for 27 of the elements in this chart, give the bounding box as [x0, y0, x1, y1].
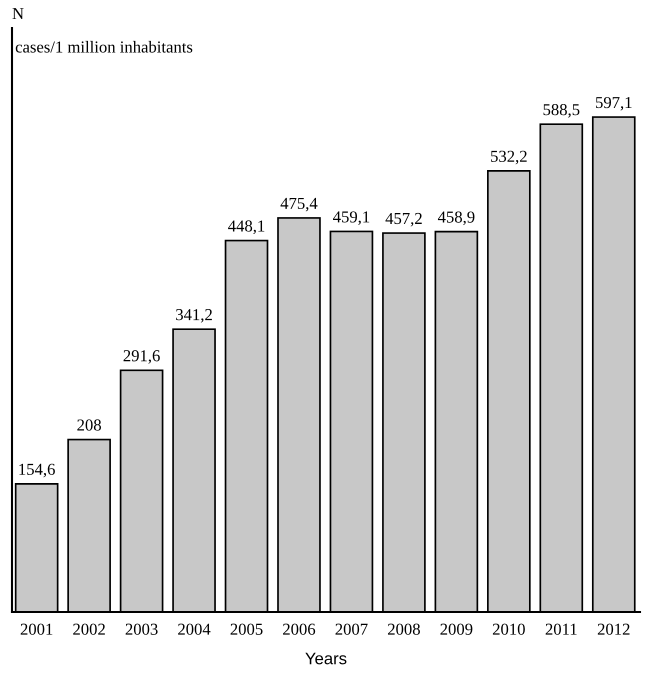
x-tick-label: 2004: [178, 624, 210, 635]
data-label: 532,2: [491, 150, 527, 164]
data-label: 457,2: [385, 212, 422, 226]
text: N: [12, 8, 24, 20]
x-tick-label: 2008: [388, 624, 420, 635]
x-axis-title: Years: [305, 652, 346, 664]
data-label: 597,1: [596, 96, 632, 111]
data-label: 475,4: [280, 198, 318, 212]
x-tick-label: 2012: [598, 624, 630, 635]
data-label: 458,9: [438, 211, 474, 226]
chart-subtitle: cases/1 million inhabitants: [16, 40, 192, 53]
x-tick-label: 2009: [440, 624, 472, 635]
x-tick-label: 2005: [230, 624, 263, 635]
data-label: 154,6: [19, 464, 55, 478]
data-label: 341,2: [176, 309, 212, 323]
x-tick-label: 2002: [73, 624, 105, 635]
data-label: 448,1: [228, 220, 264, 234]
x-tick-label: 2001: [20, 624, 52, 635]
x-tick-label: 2003: [126, 624, 158, 635]
data-label: 208: [77, 419, 101, 431]
data-label: 291,6: [124, 350, 160, 364]
x-tick-label: 2007: [336, 624, 368, 635]
data-label: 588,5: [544, 104, 580, 118]
data-label: 459,1: [333, 211, 370, 225]
x-tick-label: 2010: [492, 624, 525, 635]
x-tick-label: 2011: [546, 624, 577, 635]
x-tick-label: 2006: [283, 624, 316, 635]
